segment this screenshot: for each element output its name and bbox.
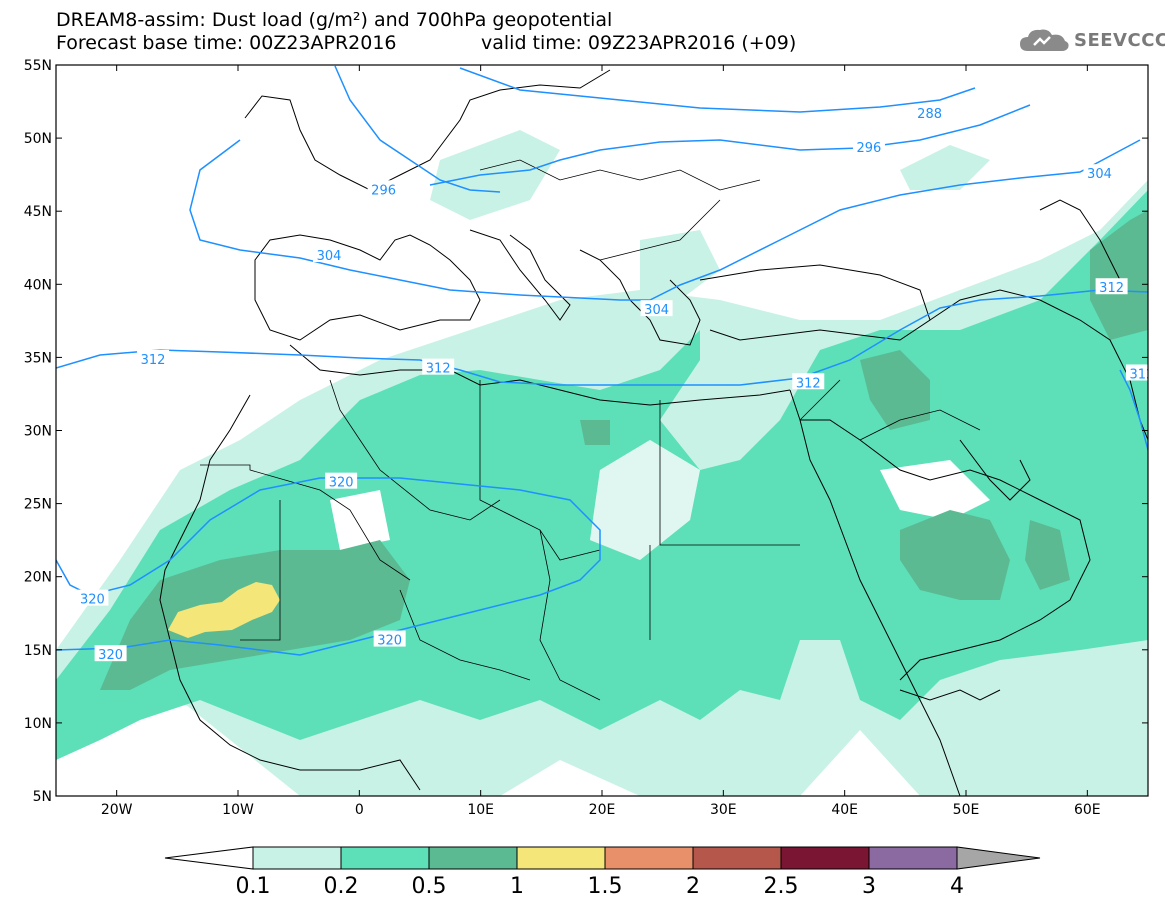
contour-label: 288	[917, 107, 942, 122]
contour-label: 296	[857, 141, 882, 156]
lon-label: 40E	[831, 802, 858, 818]
lat-label: 25N	[24, 497, 52, 513]
colorbar-label: 4	[950, 874, 964, 899]
colorbar-label: 3	[862, 874, 876, 899]
latitude-labels: 55N 50N 45N 40N 35N 30N 25N 20N 15N 10N 5N	[24, 58, 52, 805]
colorbar-swatch	[868, 846, 958, 870]
colorbar-label: 0.5	[412, 874, 447, 899]
lat-label: 30N	[24, 424, 52, 440]
contour-label-bg	[94, 645, 127, 662]
cloud-icon	[1020, 29, 1069, 51]
contour-label-bg	[640, 300, 673, 317]
contour-label-bg	[1095, 278, 1128, 295]
contour-label-bg	[367, 180, 400, 197]
contour-label: 320	[329, 476, 354, 491]
colorbar-label: 1.5	[588, 874, 623, 899]
colorbar-under-arrow	[164, 846, 254, 870]
base-time-label: Forecast base time: 00Z23APR2016	[56, 32, 397, 54]
contour-312	[56, 289, 1148, 386]
lat-label: 35N	[24, 350, 52, 366]
contour-label: 320	[80, 593, 105, 608]
borders	[200, 159, 981, 701]
colorbar-swatch	[516, 846, 606, 870]
colorbar-label: 0.1	[236, 874, 271, 899]
contour-label: 312	[1130, 367, 1155, 382]
colorbar-label: 0.2	[324, 874, 359, 899]
colorbar-swatch	[780, 846, 870, 870]
lon-label: 50E	[953, 802, 980, 818]
lon-label: 10W	[222, 802, 254, 818]
contour-label: 312	[141, 353, 166, 368]
lon-label: 30E	[710, 802, 737, 818]
lon-label: 10E	[467, 802, 494, 818]
contour-label-bg	[137, 349, 170, 366]
contour-label-bg	[76, 589, 109, 606]
colorbar-swatch	[428, 846, 518, 870]
seevccc-logo: SEEVCCC	[1018, 27, 1165, 53]
lat-label: 50N	[24, 131, 52, 147]
map-area[interactable]: 288 296 296 304 304 304 312 312 312 312 312 320 320 3…	[56, 65, 1158, 796]
colorbar-swatch	[604, 846, 694, 870]
contour-label: 304	[644, 303, 669, 318]
contour-label-bg	[1125, 364, 1148, 381]
colorbar-over-arrow	[956, 846, 1041, 870]
contour-labels: 288 296 296 304 304 304 312 312 312 312 312 320 320 3…	[76, 104, 1155, 663]
contour-288	[459, 67, 976, 113]
colorbar-label: 2.5	[764, 874, 799, 899]
colorbar-label: 2	[686, 874, 700, 899]
axis-ticks	[56, 64, 1148, 797]
colorbar-label: 1	[510, 874, 524, 899]
logo-text: SEEVCCC	[1074, 29, 1165, 51]
lat-label: 40N	[24, 277, 52, 293]
geopotential-contours	[56, 65, 1148, 656]
contour-label: 296	[371, 183, 396, 198]
lat-label: 45N	[24, 204, 52, 220]
lat-label: 10N	[24, 716, 52, 732]
contour-320	[56, 477, 601, 656]
contour-label: 304	[317, 249, 342, 264]
contour-296-east	[429, 104, 1031, 186]
colorbar-swatch	[340, 846, 430, 870]
lon-label: 20E	[589, 802, 616, 818]
colorbar	[164, 846, 1041, 870]
longitude-labels: 20W 10W 0 10E 20E 30E 40E 50E 60E	[101, 802, 1101, 818]
lon-label: 20W	[101, 802, 133, 818]
contour-label-bg	[913, 104, 946, 121]
lon-label: 60E	[1074, 802, 1101, 818]
contour-label: 312	[1099, 281, 1124, 296]
valid-time-label: valid time: 09Z23APR2016 (+09)	[481, 32, 797, 54]
contour-label: 320	[377, 634, 402, 649]
colorbar-swatch	[252, 846, 342, 870]
contour-label: 304	[1087, 167, 1112, 182]
lat-label: 15N	[24, 643, 52, 659]
contour-label: 312	[426, 362, 451, 377]
contour-label: 312	[796, 376, 821, 391]
contour-296-west	[334, 65, 501, 193]
contour-label-bg	[325, 472, 358, 489]
contour-label: 320	[98, 648, 123, 663]
colorbar-swatch	[692, 846, 782, 870]
contour-304	[189, 139, 1141, 301]
contour-label-bg	[792, 373, 825, 390]
contour-312-east	[1119, 369, 1148, 451]
lon-label: 0	[355, 802, 364, 818]
lat-label: 20N	[24, 570, 52, 586]
lat-label: 55N	[24, 58, 52, 74]
map-title: DREAM8-assim: Dust load (g/m²) and 700hP…	[56, 9, 613, 31]
lat-label: 5N	[33, 789, 52, 805]
contour-label-bg	[852, 137, 885, 154]
contour-label-bg	[1083, 164, 1116, 181]
contour-label-bg	[373, 630, 406, 647]
colorbar-labels: 0.1 0.2 0.5 1 1.5 2 2.5 3 4	[236, 874, 965, 899]
coastlines	[159, 69, 1148, 796]
dust-layer-yellow	[168, 582, 280, 638]
contour-label-bg	[422, 358, 455, 375]
contour-label-bg	[313, 246, 345, 263]
